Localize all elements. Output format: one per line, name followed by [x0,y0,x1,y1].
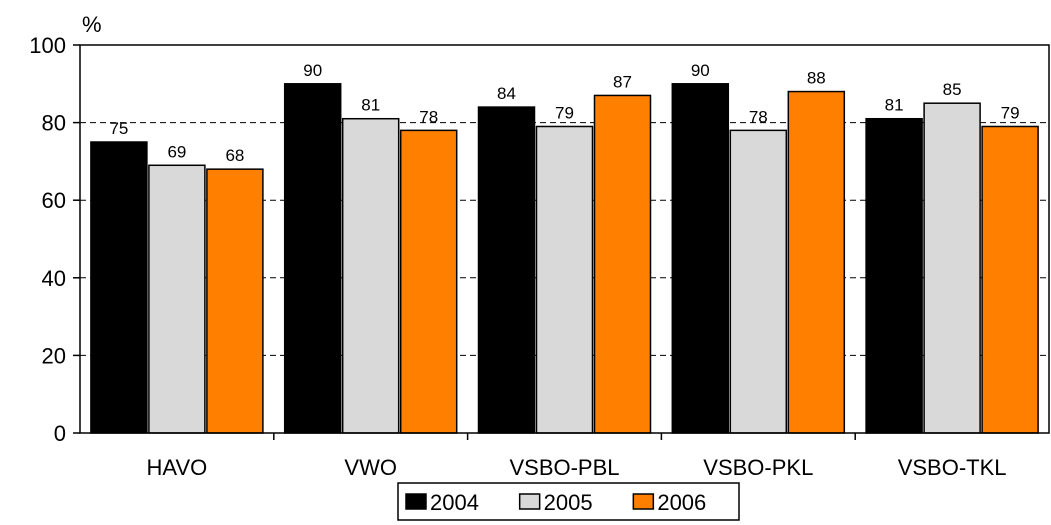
y-unit-label: % [82,12,102,37]
legend-swatch [405,493,427,510]
data-label: 87 [613,72,632,91]
data-label: 90 [303,61,322,80]
x-category-label: VWO [344,455,397,480]
x-category-label: VSBO-TKL [898,455,1007,480]
data-label: 90 [691,61,710,80]
data-label: 69 [167,142,186,161]
bar [477,106,536,434]
bar [729,129,788,434]
y-tick-label: 60 [42,188,66,213]
legend-box [397,482,740,521]
y-tick-label: 40 [42,266,66,291]
bar [671,83,730,434]
data-label: 68 [225,146,244,165]
bar [865,117,923,434]
x-category-label: VSBO-PBL [509,455,619,480]
bar [593,94,652,434]
legend-label: 2006 [657,490,706,515]
legend-label: 2004 [430,490,479,515]
data-label: 79 [555,103,574,122]
x-category-label: VSBO-PKL [703,455,813,480]
plot-frame [79,44,1050,434]
bar [923,102,981,434]
y-tick-label: 20 [42,343,66,368]
x-category-label: HAVO [147,455,208,480]
data-label: 81 [361,96,380,115]
legend-swatch [632,493,655,510]
bar [787,90,846,434]
legend: 2004 2005 2006 [397,482,740,521]
bar [981,125,1039,434]
data-label: 79 [1001,103,1020,122]
bar [90,141,148,434]
data-label: 75 [109,119,128,138]
data-label: 78 [749,107,768,126]
legend-label: 2005 [544,490,593,515]
data-label: 85 [943,80,962,99]
y-tick-label: 100 [29,33,66,58]
bar [341,117,400,434]
data-label: 84 [497,84,516,103]
bar [283,83,342,434]
legend-swatch [518,493,541,510]
bar [148,164,206,434]
y-tick-label: 80 [42,111,66,136]
data-label: 78 [419,107,438,126]
bar [206,168,264,434]
data-label: 88 [807,69,826,88]
bar [535,125,594,434]
y-tick-label: 0 [54,421,66,446]
data-label: 81 [885,96,904,115]
bar [399,129,458,434]
